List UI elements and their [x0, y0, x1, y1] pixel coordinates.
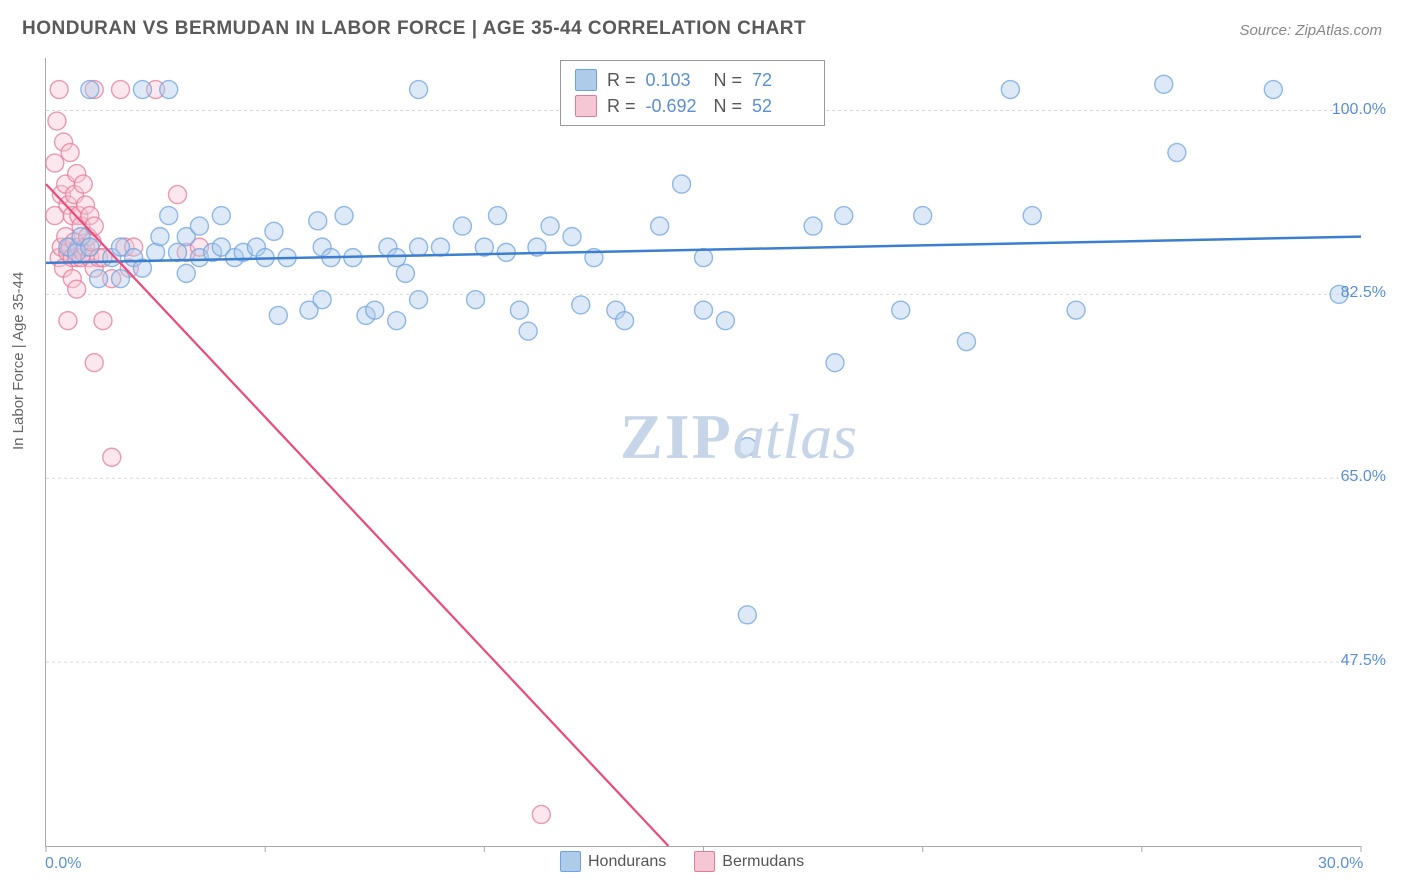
legend-item-hondurans: Hondurans	[560, 851, 666, 872]
n-value-hondurans: 72	[752, 70, 810, 91]
x-tick-label-30: 30.0%	[1318, 855, 1363, 873]
bottom-legend: Hondurans Bermudans	[560, 851, 804, 872]
watermark: ZIPatlas	[620, 400, 857, 474]
r-label: R =	[607, 70, 636, 91]
n-value-bermudans: 52	[752, 96, 810, 117]
swatch-hondurans-icon	[560, 851, 581, 872]
legend-item-bermudans: Bermudans	[694, 851, 804, 872]
n-label: N =	[714, 96, 743, 117]
y-tick-label-82: 82.5%	[1341, 284, 1386, 302]
r-value-bermudans: -0.692	[646, 96, 704, 117]
swatch-bermudans-icon	[575, 95, 597, 117]
stats-legend-box: R = 0.103 N = 72 R = -0.692 N = 52	[560, 60, 825, 126]
stats-row-hondurans: R = 0.103 N = 72	[575, 67, 810, 93]
swatch-hondurans-icon	[575, 69, 597, 91]
y-tick-label-100: 100.0%	[1332, 101, 1386, 119]
y-axis-label: In Labor Force | Age 35-44	[10, 272, 27, 450]
legend-label-bermudans: Bermudans	[722, 853, 804, 871]
chart-container: HONDURAN VS BERMUDAN IN LABOR FORCE | AG…	[0, 0, 1406, 892]
watermark-italic: atlas	[733, 401, 857, 472]
swatch-bermudans-icon	[694, 851, 715, 872]
stats-row-bermudans: R = -0.692 N = 52	[575, 93, 810, 119]
watermark-bold: ZIP	[620, 401, 733, 472]
chart-title: HONDURAN VS BERMUDAN IN LABOR FORCE | AG…	[22, 18, 806, 40]
y-tick-label-47: 47.5%	[1341, 652, 1386, 670]
legend-label-hondurans: Hondurans	[588, 853, 666, 871]
source-label: Source: ZipAtlas.com	[1239, 22, 1382, 39]
y-tick-label-65: 65.0%	[1341, 468, 1386, 486]
x-tick-label-0: 0.0%	[45, 855, 81, 873]
n-label: N =	[714, 70, 743, 91]
r-label: R =	[607, 96, 636, 117]
r-value-hondurans: 0.103	[646, 70, 704, 91]
